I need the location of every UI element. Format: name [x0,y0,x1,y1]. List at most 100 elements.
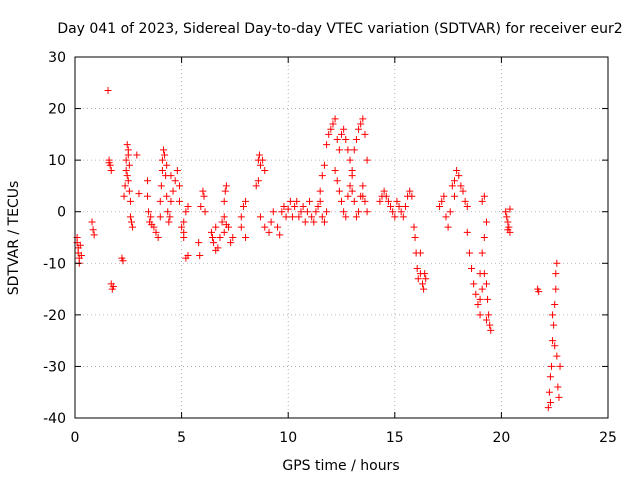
data-point [318,213,326,221]
data-point [261,223,269,231]
data-point [484,295,492,303]
y-tick-label: -10 [43,256,66,272]
data-point [352,213,360,221]
data-point [487,326,495,334]
data-point [125,161,133,169]
x-axis-ticks: 0 5 10 15 20 25 [71,57,617,446]
data-point [548,362,556,370]
data-point [346,182,354,190]
data-point [288,213,296,221]
data-point [344,146,352,154]
data-point [237,223,245,231]
data-point [461,197,469,205]
data-point [256,161,264,169]
x-tick-label: 0 [71,430,80,446]
data-point [329,120,337,128]
data-point [410,223,418,231]
grid-lines [75,57,608,418]
data-point [76,241,84,249]
data-point [178,223,186,231]
data-point [261,166,269,174]
data-point [359,192,367,200]
data-point [303,208,311,216]
data-point [180,218,188,226]
data-point [363,156,371,164]
data-point [158,166,166,174]
data-point [478,249,486,257]
data-point [207,228,215,236]
data-point [159,146,167,154]
data-point [545,388,553,396]
data-point [442,213,450,221]
data-point [308,213,316,221]
data-point [485,311,493,319]
data-point [88,218,96,226]
data-point [465,249,473,257]
y-tick-label: 0 [57,205,66,221]
data-point [242,197,250,205]
data-point [551,342,559,350]
data-point [299,203,307,211]
data-point [554,383,562,391]
data-point [156,213,164,221]
data-point [420,285,428,293]
data-point [323,141,331,149]
data-point [444,223,452,231]
data-point [124,177,132,185]
data-point [359,115,367,123]
data-point [448,182,456,190]
data-point [535,288,543,296]
data-point [478,285,486,293]
data-point [256,213,264,221]
data-point [171,177,179,185]
data-point [457,182,465,190]
data-point [470,280,478,288]
data-point [120,192,128,200]
x-tick-label: 5 [177,430,186,446]
data-point [395,203,403,211]
data-point [143,192,151,200]
data-point [416,249,424,257]
data-point [163,161,171,169]
data-point [411,234,419,241]
data-point [401,203,409,211]
data-point [220,197,228,205]
data-point [320,218,328,226]
chart-title: Day 041 of 2023, Sidereal Day-to-day VTE… [57,21,622,37]
data-point [143,177,151,185]
data-point [476,295,484,303]
data-point [175,197,183,205]
data-point [480,192,488,200]
data-point [252,182,260,190]
data-point [552,285,560,293]
y-tick-label: 10 [48,153,66,169]
data-point [196,252,204,260]
data-point [506,205,514,213]
data-point [406,187,414,195]
data-point [212,223,220,231]
data-point [306,197,314,205]
data-point [450,177,458,185]
data-point [122,156,130,164]
data-point [310,218,318,226]
y-tick-label: -30 [43,359,66,375]
data-point [182,208,190,216]
data-point [184,203,192,211]
data-point [237,213,245,221]
data-point [293,197,301,205]
data-point [195,239,203,247]
data-point [158,156,166,164]
data-points [73,87,564,412]
data-point [546,373,554,381]
data-point [348,187,356,195]
data-point [286,197,294,205]
data-point [474,301,482,309]
data-point [478,197,486,205]
data-point [216,234,224,241]
plot-frame [74,56,609,419]
data-point [276,231,284,239]
data-point [399,213,407,221]
data-point [331,166,339,174]
data-point [389,208,397,216]
data-point [476,311,484,319]
